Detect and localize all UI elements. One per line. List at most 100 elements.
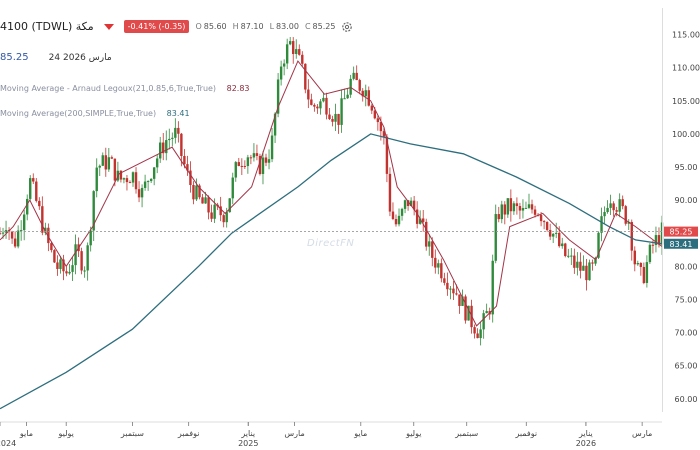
x-tick-label: 2024	[0, 439, 16, 448]
candle-body	[113, 158, 117, 181]
candle-body	[379, 122, 383, 132]
candle-body	[485, 311, 488, 314]
x-tick-label: يوليو	[58, 429, 74, 438]
candle-body	[391, 211, 395, 219]
candle-body	[458, 294, 461, 306]
candle-body	[561, 243, 564, 247]
candle-body	[400, 208, 404, 216]
candle-body	[385, 136, 389, 174]
candle-body	[425, 221, 428, 247]
x-tick-label: سبتمبر	[454, 429, 478, 438]
candle-body	[125, 178, 129, 183]
candle-body	[394, 218, 398, 225]
candle-body	[47, 227, 50, 244]
candle-body	[213, 204, 216, 219]
candle-body	[446, 282, 449, 290]
x-tick-label: مايو	[19, 429, 33, 438]
candle-body	[101, 155, 104, 166]
candle-body	[86, 245, 89, 271]
candle-body	[370, 105, 374, 111]
candle-body	[440, 263, 443, 279]
gear-icon[interactable]	[341, 21, 353, 33]
candle-body	[279, 66, 283, 80]
candle-body	[473, 327, 476, 334]
candle-body	[618, 199, 621, 212]
y-tick-label: 115.00	[672, 31, 700, 40]
y-tick-label: 110.00	[672, 64, 700, 73]
indicator-alma-label: Moving Average - Arnaud Legoux(21,0.85,6…	[0, 84, 217, 93]
candle-body	[328, 114, 331, 120]
candle-body	[83, 270, 86, 272]
candle-body	[301, 54, 304, 64]
candle-body	[600, 216, 603, 233]
candle-body	[104, 155, 107, 170]
candle-body	[246, 157, 250, 167]
candle-body	[134, 172, 138, 190]
candle-body	[201, 197, 204, 204]
candle-body	[585, 265, 588, 281]
candle-body	[621, 199, 624, 207]
x-tick-label: 2026	[576, 439, 596, 448]
candle-body	[352, 72, 355, 79]
y-axis: 60.0065.0070.0075.0080.0085.0090.0095.00…	[662, 8, 700, 412]
candle-body	[403, 200, 407, 209]
y-tick-label: 90.00	[675, 196, 698, 205]
candle-body	[591, 262, 594, 264]
candle-body	[509, 198, 513, 212]
candles-layer	[0, 37, 664, 346]
candle-body	[406, 200, 410, 206]
candle-body	[307, 89, 310, 100]
candle-body	[346, 94, 349, 99]
candle-body	[654, 235, 658, 245]
candle-body	[624, 206, 627, 224]
candle-body	[168, 138, 171, 141]
indicator-sma-value: 83.41	[166, 109, 190, 118]
candle-body	[210, 212, 213, 219]
x-tick-label: نوفمبر	[177, 429, 200, 438]
candle-body	[597, 232, 600, 258]
candle-body	[162, 142, 165, 154]
candle-body	[461, 296, 464, 306]
indicator-sma[interactable]: Moving Average(200,SIMPLE,True,True) 83.…	[0, 109, 190, 118]
candle-body	[180, 133, 183, 156]
candle-body	[243, 165, 247, 167]
candle-body	[533, 209, 537, 215]
candle-body	[642, 266, 646, 283]
candle-body	[288, 41, 292, 45]
candle-body	[418, 218, 422, 224]
candle-body	[539, 214, 543, 222]
candle-body	[518, 206, 522, 211]
candle-body	[110, 157, 114, 159]
candle-body	[331, 119, 334, 122]
price-tag-box	[664, 238, 698, 249]
price-tags: 85.25 83.41	[664, 226, 698, 249]
candle-body	[65, 271, 68, 274]
candle-body	[304, 63, 307, 90]
candle-body	[258, 155, 262, 175]
candle-body	[219, 206, 222, 216]
candle-body	[316, 106, 319, 109]
candle-body	[500, 204, 503, 220]
candle-body	[349, 78, 352, 95]
indicator-alma[interactable]: Moving Average - Arnaud Legoux(21,0.85,6…	[0, 84, 250, 93]
candle-body	[80, 251, 83, 271]
candle-body	[409, 200, 413, 206]
candle-body	[515, 203, 519, 207]
candle-body	[476, 333, 479, 339]
candle-body	[452, 288, 455, 294]
candle-body	[207, 197, 210, 213]
candle-body	[455, 293, 458, 295]
close-value: C 85.25	[304, 22, 336, 31]
x-tick-label: سبتمبر	[120, 429, 144, 438]
candle-body	[222, 215, 225, 223]
candle-body	[22, 214, 26, 231]
candle-body	[542, 221, 546, 223]
candle-body	[603, 212, 606, 217]
x-tick-label: مارس	[284, 429, 304, 438]
x-tick-label: يناير	[240, 429, 255, 438]
candle-body	[503, 204, 507, 215]
last-price: 85.25	[0, 52, 29, 63]
dropdown-arrow-icon[interactable]	[103, 23, 114, 30]
